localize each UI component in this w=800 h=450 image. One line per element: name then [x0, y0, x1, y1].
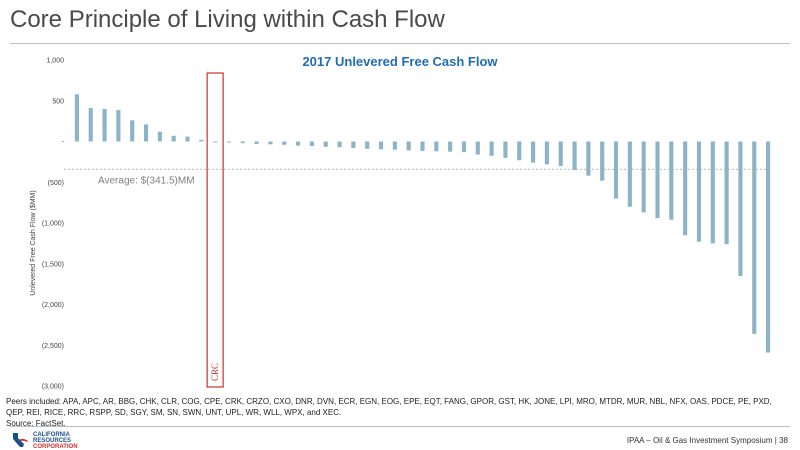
crc-highlight-box [206, 72, 224, 388]
bar [213, 141, 218, 143]
bar [130, 120, 135, 142]
bar [420, 141, 425, 151]
footnote: Peers included: APA, APC, AR, BBG, CHK, … [6, 396, 792, 429]
y-tick-label: (2,500) [42, 343, 64, 350]
peers-note: Peers included: APA, APC, AR, BBG, CHK, … [6, 397, 772, 417]
bar [199, 139, 204, 142]
bar [378, 141, 384, 150]
bar [448, 141, 453, 152]
bar [724, 141, 729, 245]
y-tick-label: 500 [52, 98, 64, 105]
bar [240, 141, 245, 144]
bar [696, 141, 702, 242]
bar [434, 141, 439, 152]
bar [365, 141, 370, 149]
bar [116, 110, 121, 142]
bar [572, 141, 577, 171]
bar [586, 141, 591, 176]
bar [309, 141, 314, 146]
company-logo: CALIFORNIA RESOURCES CORPORATION [10, 431, 130, 450]
slide-title: Core Principle of Living within Cash Flo… [10, 6, 445, 33]
logo-line-3: CORPORATION [33, 444, 78, 450]
footer-text: IPAA – Oil & Gas Investment Symposium | … [627, 436, 788, 445]
average-label: Average: $(341.5)MM [98, 175, 195, 186]
y-tick-label: (500) [48, 180, 64, 187]
footer-separator: | [774, 436, 780, 445]
source-note: Source: FactSet. [6, 419, 66, 428]
bar [558, 141, 563, 166]
title-divider [10, 43, 790, 44]
crc-label: CRC [210, 363, 220, 381]
california-state-logo-icon [13, 433, 28, 447]
bar [655, 141, 660, 219]
y-tick-label: (2,000) [42, 302, 64, 309]
bar [323, 141, 328, 147]
bar [143, 124, 149, 142]
bar [669, 141, 674, 220]
bar [88, 108, 93, 142]
bar [503, 141, 508, 158]
bar [392, 141, 397, 150]
bar [268, 141, 273, 145]
bar [531, 141, 536, 163]
logo-line-2: RESOURCES [33, 438, 72, 444]
bar [752, 141, 757, 334]
bar [337, 141, 342, 148]
bar [226, 141, 232, 143]
average-line-group: Average: $(341.5)MM [64, 168, 766, 186]
y-axis: 1,000 500 - (500) (1,000) (1,500) (2,000) (2,50… [42, 58, 65, 391]
bar [102, 108, 107, 142]
bar [254, 141, 259, 144]
bar [683, 141, 688, 236]
bar [600, 141, 605, 181]
y-tick-label: (1,000) [42, 221, 64, 228]
page-number: 38 [779, 436, 788, 445]
chart-title: 2017 Unlevered Free Cash Flow [302, 54, 498, 69]
bar [489, 141, 494, 156]
y-axis-label: Unlevered Free Cash Flow ($MM) [30, 190, 37, 295]
bar [171, 135, 176, 142]
bar [74, 94, 79, 142]
bar [641, 141, 646, 213]
logo-line-1: CALIFORNIA [33, 432, 70, 438]
bar [475, 141, 480, 155]
bar [282, 141, 287, 145]
bar [185, 136, 190, 142]
y-tick-label: (1,500) [42, 261, 64, 268]
bar [157, 131, 162, 142]
bar [351, 141, 356, 149]
footer-divider [10, 426, 790, 427]
bar [517, 141, 522, 161]
bar [627, 141, 632, 207]
bar [766, 141, 771, 353]
bar [613, 141, 619, 199]
y-tick-label: - [62, 139, 65, 146]
crc-highlight-group: CRC [206, 72, 224, 388]
bar [738, 141, 743, 276]
bar [296, 141, 301, 146]
bar [710, 141, 715, 244]
bar [544, 141, 549, 165]
y-tick-label: 1,000 [46, 58, 64, 65]
footer-event: IPAA – Oil & Gas Investment Symposium [626, 436, 773, 445]
bar [406, 141, 411, 151]
free-cash-flow-chart: 2017 Unlevered Free Cash Flow Unlevered … [30, 54, 771, 391]
bar [461, 141, 467, 153]
y-tick-label: (3,000) [42, 384, 64, 391]
bar-series [74, 94, 771, 353]
